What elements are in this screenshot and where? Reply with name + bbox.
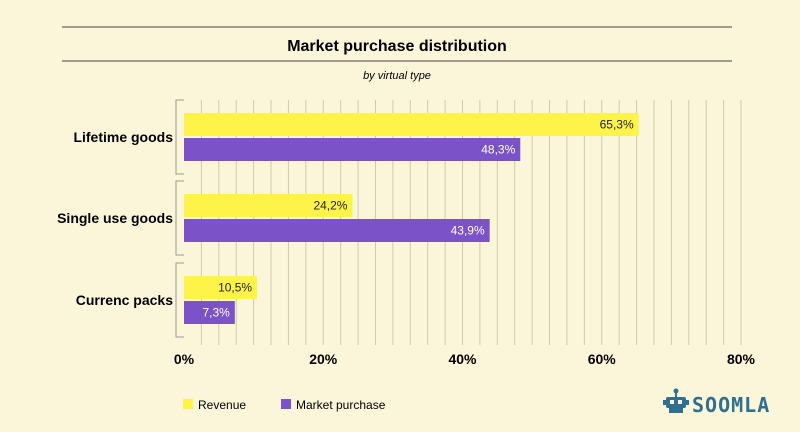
data-label: 24,2% [313, 199, 347, 213]
data-label: 48,3% [481, 143, 515, 157]
legend-label: Revenue [198, 398, 246, 412]
category-brackets [175, 99, 184, 338]
robot-icon [663, 388, 689, 413]
x-tick-label: 0% [174, 351, 195, 367]
x-tick-label: 60% [588, 351, 617, 367]
data-label: 43,9% [451, 224, 485, 238]
category-bracket [175, 99, 184, 175]
x-tick-label: 40% [448, 351, 477, 367]
bars [184, 113, 639, 324]
data-label: 7,3% [202, 306, 230, 320]
category-label: Lifetime goods [73, 129, 173, 145]
x-axis-ticks: 0% 20% 40% 60% 80% [174, 351, 756, 367]
legend-swatch [183, 399, 193, 409]
category-labels: Lifetime goods Single use goods Currenc pa… [57, 129, 173, 308]
bar-revenue [184, 113, 639, 136]
data-label: 10,5% [218, 281, 252, 295]
chart-title: Market purchase distribution [287, 38, 507, 55]
legend-swatch [281, 399, 291, 409]
x-tick-label: 20% [309, 351, 338, 367]
bar-revenue [184, 276, 258, 299]
bar-revenue [184, 194, 353, 217]
data-labels: 65,3% 48,3% 24,2% 43,9% 10,5% 7,3% [202, 118, 634, 320]
bar-market-purchase [184, 138, 521, 161]
legend-label: Market purchase [296, 398, 386, 412]
legend: Revenue Market purchase [183, 398, 386, 412]
data-label: 65,3% [600, 118, 634, 132]
category-bracket [175, 262, 184, 338]
bar-market-purchase [184, 301, 235, 324]
soomla-logo: SOOMLA [663, 388, 770, 417]
category-label: Single use goods [57, 210, 173, 226]
category-bracket [175, 180, 184, 256]
bar-market-purchase [184, 219, 490, 242]
chart-subtitle: by virtual type [363, 70, 431, 82]
category-label: Currenc packs [76, 292, 173, 308]
x-tick-label: 80% [727, 351, 756, 367]
soomla-logo-text: SOOMLA [692, 393, 770, 417]
